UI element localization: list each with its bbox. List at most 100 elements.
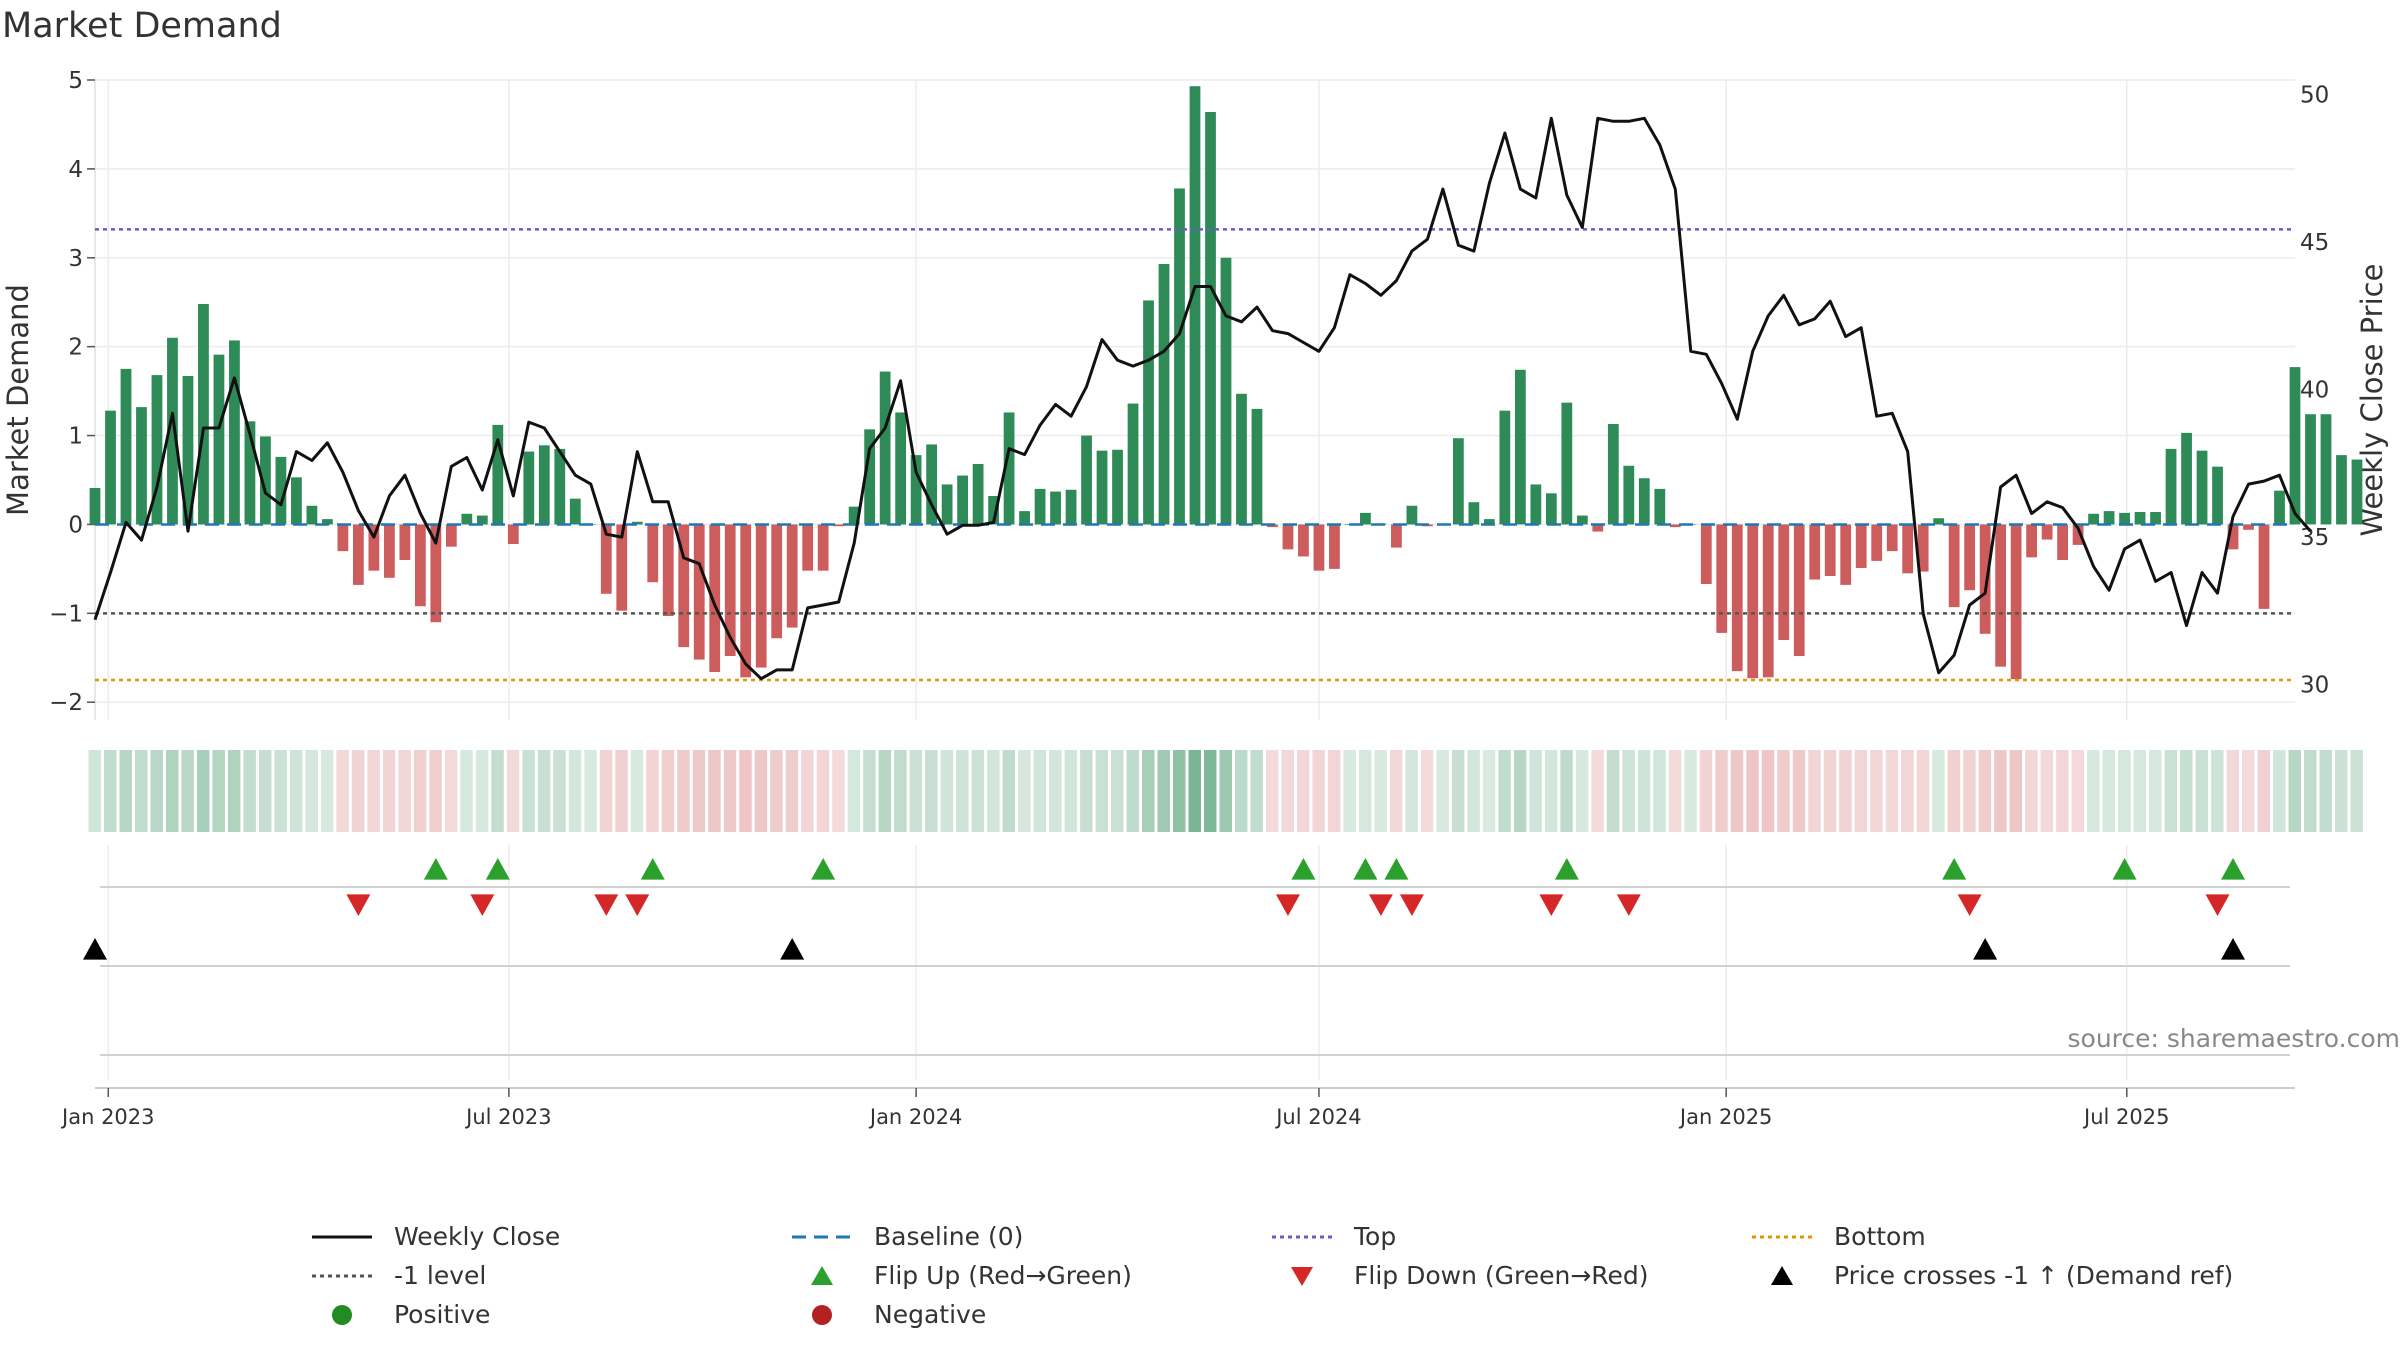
demand-bar — [1360, 512, 1371, 525]
heat-strip-cell — [2350, 750, 2363, 832]
heat-strip-cell — [1033, 750, 1047, 832]
heat-strip-cell — [104, 750, 117, 832]
demand-bar — [244, 421, 256, 525]
demand-bar — [1034, 488, 1046, 525]
y-tick-label: 1 — [68, 424, 83, 450]
heat-strip-cell — [1250, 750, 1263, 832]
demand-bar — [1747, 524, 1759, 679]
heat-strip-cell — [568, 750, 582, 832]
heat-strip-cell — [2025, 750, 2038, 832]
demand-bar — [1298, 524, 1309, 557]
heat-strip-cell — [1111, 750, 1124, 832]
demand-bar — [1127, 403, 1139, 525]
demand-bar — [2274, 490, 2285, 525]
heat-strip-cell — [956, 750, 969, 832]
demand-bar — [631, 521, 643, 525]
y2-tick-label: 50 — [2300, 83, 2329, 109]
heat-strip-cell — [1761, 750, 1775, 832]
demand-bar — [1065, 489, 1077, 525]
demand-bar — [492, 424, 504, 525]
heat-strip-cell — [1622, 750, 1635, 832]
demand-bar — [1731, 524, 1743, 672]
heat-strip-cell — [1219, 750, 1232, 832]
demand-bar — [2010, 524, 2022, 680]
heat-strip-cell — [661, 750, 675, 832]
heat-strip-cell — [88, 750, 101, 832]
heat-strip-cell — [1498, 750, 1511, 832]
demand-bar — [1452, 438, 1464, 525]
heat-strip-cell — [1529, 750, 1542, 832]
flip-down-marker — [625, 894, 650, 916]
heat-strip-cell — [1591, 750, 1604, 832]
demand-bar — [322, 519, 333, 525]
heat-strip-cell — [1173, 750, 1186, 832]
heat-strip-cell — [1870, 750, 1883, 832]
demand-bar — [1158, 264, 1170, 525]
heat-strip-cell — [1064, 750, 1078, 832]
demand-bar — [2026, 524, 2038, 558]
flip-up-marker — [2112, 858, 2137, 880]
heat-strip-cell — [336, 750, 349, 832]
heat-strip-cell — [1544, 750, 1558, 832]
heat-strip-cell — [1777, 750, 1790, 832]
heat-strip-cell — [1296, 750, 1310, 832]
heat-strip-cell — [832, 750, 845, 832]
flip-up-marker — [1291, 858, 1316, 880]
demand-bar — [2243, 524, 2254, 530]
demand-bar — [1809, 524, 1821, 580]
heat-strip-cell — [398, 750, 411, 832]
heat-strip-cell — [1420, 750, 1434, 832]
heat-strip-cell — [2087, 750, 2100, 832]
demand-bar — [678, 524, 690, 648]
heat-strip-cell — [1204, 750, 1217, 832]
heat-strip-cell — [2040, 750, 2054, 832]
y-tick-label: −2 — [49, 690, 83, 716]
heat-strip-cell — [1234, 750, 1248, 832]
heat-strip-cell — [258, 750, 272, 832]
heat-strip-cell — [1405, 750, 1418, 832]
demand-bar — [1824, 524, 1836, 576]
heat-strip-cell — [1358, 750, 1372, 832]
demand-bar — [600, 524, 612, 594]
heat-strip-cell — [1963, 750, 1976, 832]
demand-bar — [957, 475, 968, 525]
demand-bar — [445, 524, 457, 547]
heat-strip-cell — [1715, 750, 1728, 832]
flip-up-marker — [1942, 858, 1967, 880]
demand-bar — [554, 448, 566, 525]
demand-bar — [1840, 524, 1852, 585]
heat-strip-cell — [1343, 750, 1356, 832]
heat-strip-cell — [1885, 750, 1899, 832]
demand-bar — [523, 451, 535, 525]
demand-bar — [1267, 524, 1278, 528]
flip-up-marker — [1384, 858, 1409, 880]
demand-bar — [1174, 188, 1185, 525]
x-tick-label: Jan 2025 — [1678, 1105, 1773, 1129]
demand-bar — [833, 524, 845, 527]
demand-bar — [616, 524, 628, 611]
demand-bar — [2103, 511, 2115, 525]
demand-bar — [1205, 112, 1216, 525]
heat-strip-cell — [1854, 750, 1868, 832]
heat-strip-cell — [1018, 750, 1031, 832]
demand-bar — [414, 524, 426, 607]
heat-strip-cell — [150, 750, 163, 832]
x-tick-label: Jan 2024 — [868, 1105, 963, 1129]
demand-bar — [1778, 524, 1790, 640]
demand-bar — [1050, 491, 1061, 525]
heat-strip-cell — [1049, 750, 1062, 832]
heat-strip-cell — [630, 750, 644, 832]
heat-strip-cell — [708, 750, 721, 832]
y2-tick-label: 45 — [2300, 230, 2329, 256]
demand-bar — [1561, 402, 1573, 525]
demand-bar — [647, 524, 659, 583]
demand-bar — [1793, 524, 1805, 656]
demand-bar — [988, 496, 999, 525]
heat-strip-cell — [1281, 750, 1294, 832]
demand-bar — [1979, 524, 1991, 634]
heat-strip-cell — [2304, 750, 2317, 832]
flip-down-marker — [594, 894, 619, 916]
demand-bar — [1003, 412, 1015, 525]
demand-bar — [352, 524, 364, 585]
demand-bar — [136, 407, 147, 525]
